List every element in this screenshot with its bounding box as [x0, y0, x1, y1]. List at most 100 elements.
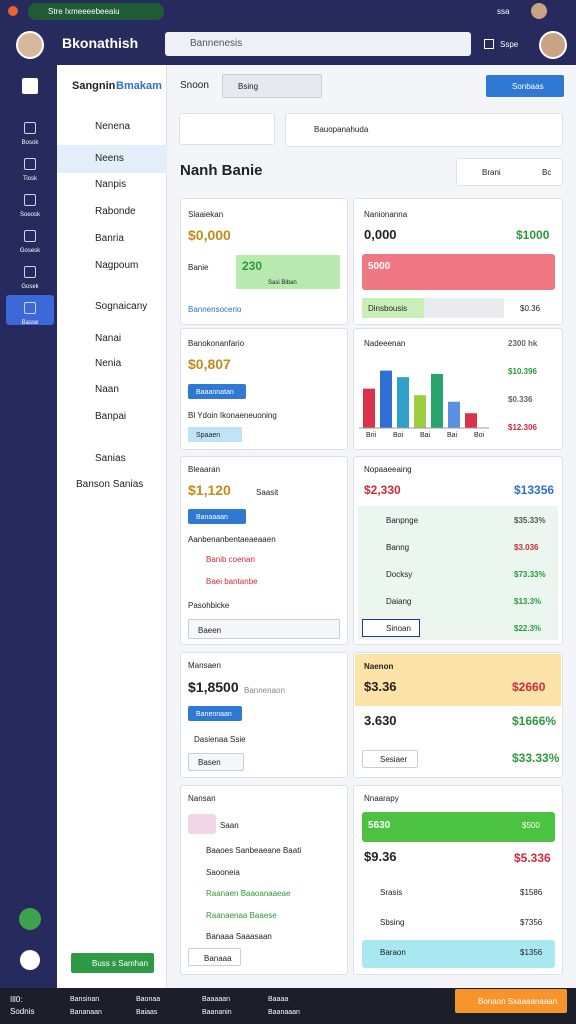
sidebar-button[interactable]: [71, 953, 154, 973]
view-switch[interactable]: [179, 113, 275, 145]
sidebar-item: Nenia: [95, 358, 122, 369]
input[interactable]: [188, 619, 340, 639]
progress-value: $0.36: [520, 304, 541, 313]
value: $0,807: [188, 356, 231, 372]
rail-icon[interactable]: [24, 122, 36, 134]
chip[interactable]: [188, 814, 216, 834]
toggle[interactable]: [484, 39, 494, 49]
avatar-small: [531, 3, 547, 19]
rail-icon[interactable]: [24, 230, 36, 242]
card-title: Nnaarapy: [364, 794, 399, 803]
bottom-item: Bansinan: [70, 996, 100, 1003]
row-value: $13.3%: [514, 597, 542, 606]
note: Bl Ydoin Ikonaeneuoning: [188, 411, 277, 420]
rail-label: Basse: [21, 320, 39, 326]
note: Pasohbicke: [188, 601, 230, 610]
value: $2660: [512, 680, 546, 694]
bar: [465, 413, 477, 428]
rail-icon[interactable]: [24, 194, 36, 206]
value: $1666%: [512, 714, 557, 728]
rail-label: Gosek: [21, 284, 39, 290]
input-label: Basen: [198, 758, 221, 767]
bar-label: 5630: [368, 820, 391, 831]
sidebar-item: Banpai: [95, 411, 127, 422]
list-item: Raanaenaa Baaese: [206, 910, 277, 920]
select-label: Bsing: [238, 82, 259, 91]
list-item: Baei bantanbe: [206, 577, 258, 586]
search-box[interactable]: [165, 32, 471, 56]
chart-label: $0.336: [508, 395, 533, 404]
rail-button[interactable]: [20, 950, 40, 970]
primary-button[interactable]: [486, 75, 564, 97]
action-group[interactable]: [456, 158, 563, 186]
button[interactable]: [362, 750, 418, 768]
notice-pill[interactable]: [28, 3, 164, 20]
button[interactable]: [188, 509, 246, 524]
sidebar-item: Nagpoum: [95, 260, 139, 271]
list-panel: [358, 506, 558, 640]
row-value: $3.036: [514, 543, 539, 552]
sub: Bannenaon: [244, 686, 285, 695]
row-label: Sbsing: [380, 918, 405, 927]
filter-label: Bauopanahuda: [314, 125, 369, 134]
rail-icon[interactable]: [24, 158, 36, 170]
sidebar-item: Rabonde: [95, 206, 136, 217]
sidebar-item: Sanias: [95, 453, 126, 464]
progress-fill: [362, 298, 424, 318]
button[interactable]: [188, 384, 246, 399]
value: $0,000: [188, 227, 231, 243]
record-dot: [8, 6, 18, 16]
input[interactable]: [188, 753, 244, 771]
sidebar-title: Sangnin: [72, 80, 116, 92]
note: Dasienaa Ssie: [194, 735, 246, 744]
bottom-button[interactable]: [455, 989, 567, 1013]
bar-chart: [359, 370, 489, 429]
action: Bc: [542, 168, 552, 177]
value: 0,000: [364, 227, 397, 242]
bar-value: $500: [522, 821, 540, 830]
value: $2,330: [364, 483, 401, 497]
card-title: Mansaen: [188, 661, 221, 670]
bar: [397, 377, 409, 428]
list-button[interactable]: [362, 619, 420, 637]
button-label: Banaaa: [204, 954, 232, 963]
button[interactable]: [188, 706, 242, 721]
sidebar-item: Banson Sanias: [76, 479, 144, 490]
sidebar-item: Nanai: [95, 333, 122, 344]
chart-label: 2300 hk: [508, 339, 538, 348]
list-item: Saooneia: [206, 867, 240, 877]
icon-rail: [0, 65, 57, 988]
sidebar: [57, 65, 167, 988]
alert-value: 5000: [368, 261, 391, 272]
row-label: Sinoan: [386, 624, 411, 633]
rail-button[interactable]: [19, 908, 41, 930]
card-title: Nopaaeeaing: [364, 465, 412, 474]
toggle-label: Sspe: [500, 40, 519, 49]
value: $33.33%: [512, 751, 560, 765]
notice: Stre Ixmeeeebeeaiu: [48, 7, 120, 16]
row-label: Banpnge: [386, 516, 419, 525]
rail-icon[interactable]: [24, 302, 36, 314]
avatar[interactable]: [539, 31, 567, 59]
rail-label: Bosok: [21, 140, 39, 146]
card-title: Banokonanfario: [188, 339, 245, 348]
time: ssa: [497, 7, 510, 16]
select-box[interactable]: [222, 74, 322, 98]
bottom-item: Baananin: [202, 1009, 232, 1016]
home-icon[interactable]: [22, 78, 38, 94]
card: [180, 456, 348, 645]
chip[interactable]: [188, 427, 242, 442]
app-name: Bkonathish: [62, 35, 139, 51]
bottom-item: Bananaan: [70, 1009, 102, 1016]
avatar[interactable]: [16, 31, 44, 59]
filter-box[interactable]: [285, 113, 563, 147]
rail-icon[interactable]: [24, 266, 36, 278]
rail-active: [6, 295, 54, 325]
chip-label: Saan: [220, 821, 239, 830]
button-label: Banaaaan: [196, 514, 228, 521]
bottom-item: Baaaaan: [202, 996, 231, 1003]
list-item: Banib coenan: [206, 555, 255, 564]
chart-label: $10.396: [508, 367, 537, 376]
button[interactable]: [188, 948, 241, 966]
